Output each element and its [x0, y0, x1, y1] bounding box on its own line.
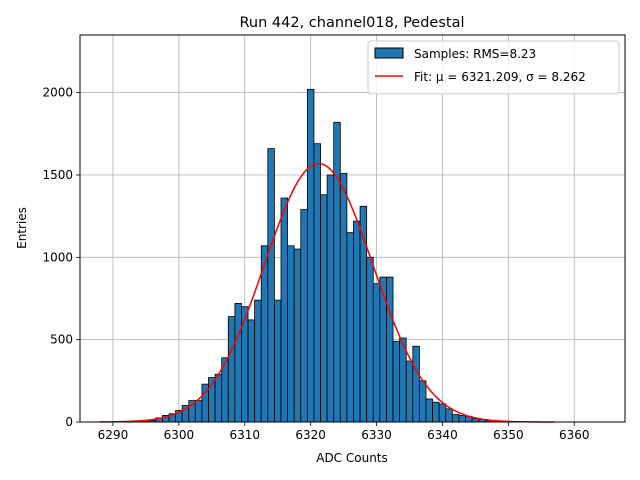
histogram-bar: [267, 148, 275, 423]
histogram-bar: [386, 276, 394, 423]
x-tick-label: 6350: [493, 428, 524, 442]
x-tick-label: 6330: [361, 428, 392, 442]
histogram-bar: [405, 360, 414, 423]
histogram-bar: [320, 194, 328, 423]
y-axis-label: Entries: [15, 207, 29, 249]
histogram-bar: [438, 403, 447, 423]
histogram-bar: [346, 232, 354, 423]
chart-title: Run 442, channel018, Pedestal: [239, 15, 464, 31]
x-tick-label: 6320: [295, 428, 326, 442]
histogram-bar: [353, 220, 361, 423]
x-tick-label: 6290: [98, 428, 129, 442]
x-tick-label: 6340: [427, 428, 458, 442]
legend-label-samples: Samples: RMS=8.23: [414, 47, 536, 61]
histogram-bar: [445, 408, 453, 423]
histogram-bar: [306, 88, 315, 423]
fit-curve: [99, 162, 555, 423]
histogram-bar: [372, 283, 381, 423]
histogram-bar: [280, 197, 288, 423]
histogram-bar: [432, 401, 440, 423]
histogram-bar: [287, 245, 295, 423]
histogram-bar: [194, 400, 203, 423]
histogram-bars: [142, 88, 499, 423]
histogram-bar: [234, 303, 242, 423]
histogram-bar: [214, 373, 223, 423]
histogram-bar: [227, 316, 236, 423]
histogram-bar: [418, 380, 427, 423]
y-axis-ticks: 0 500 1000 1500 2000: [42, 86, 80, 429]
y-tick-label: 500: [50, 333, 73, 347]
plot-frame: [79, 34, 626, 423]
x-tick-label: 6300: [164, 428, 195, 442]
histogram-bar: [247, 319, 256, 423]
histogram-bar: [339, 172, 348, 423]
histogram-bar: [274, 299, 282, 423]
histogram-bar: [412, 345, 420, 423]
histogram-bar: [366, 256, 374, 423]
histogram-bar: [451, 414, 460, 423]
legend: Samples: RMS=8.23 Fit: μ = 6321.209, σ =…: [367, 40, 620, 95]
histogram-bar: [392, 340, 401, 423]
histogram-bar: [313, 143, 321, 423]
x-tick-label: 6310: [229, 428, 260, 442]
histogram-bar: [425, 398, 433, 423]
histogram-bar: [326, 174, 335, 423]
histogram-bar: [293, 248, 302, 423]
histogram-bar: [254, 299, 262, 423]
x-tick-label: 6360: [559, 428, 590, 442]
legend-box: [367, 40, 620, 95]
y-tick-label: 1500: [42, 168, 73, 182]
x-axis-label: ADC Counts: [316, 451, 388, 465]
histogram-bar: [333, 121, 341, 423]
legend-swatch-samples: [374, 47, 404, 59]
y-tick-label: 0: [65, 415, 73, 429]
y-tick-label: 1000: [42, 250, 73, 264]
y-tick-label: 2000: [42, 86, 73, 100]
histogram-bar: [458, 415, 466, 423]
x-axis-ticks: 6290 6300 6310 6320 6330 6340 6350 6360: [98, 422, 590, 442]
legend-label-fit: Fit: μ = 6321.209, σ = 8.262: [414, 70, 586, 84]
histogram-bar: [300, 209, 308, 423]
